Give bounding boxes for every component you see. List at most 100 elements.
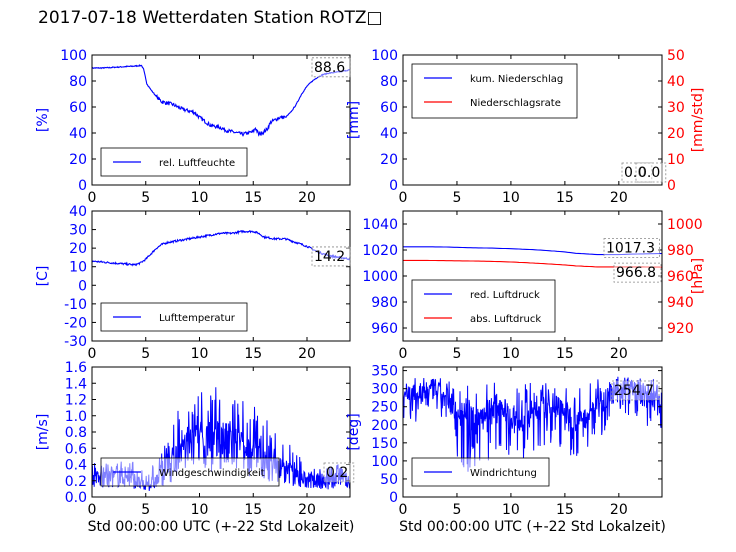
y-tick-right-label: 1000 — [667, 217, 703, 233]
legend-box — [411, 63, 578, 119]
annotation-value: 254.7 — [614, 383, 654, 399]
y-tick-label: 1020 — [362, 243, 398, 259]
y-tick-label: 0.0 — [65, 490, 87, 506]
x-tick-label: 10 — [191, 346, 209, 362]
legend-entry: Lufttemperatur — [159, 313, 236, 324]
chart-title: 2017-07-18 Wetterdaten Station ROTZ□ — [38, 8, 383, 28]
y-tick-label: -10 — [64, 297, 87, 313]
annotation-box — [311, 57, 351, 78]
plot-frame — [402, 366, 663, 498]
y-axis-label: [mm] — [346, 101, 362, 139]
x-tick-label: 5 — [141, 190, 150, 206]
annotation-box — [611, 380, 660, 401]
y-tick-label: 100 — [371, 48, 398, 64]
x-tick-label: 5 — [452, 346, 461, 362]
annotation-box — [323, 462, 355, 483]
y-tick-label: 1000 — [362, 269, 398, 285]
x-tick-label: 5 — [141, 502, 150, 518]
x-tick-label: 10 — [502, 502, 520, 518]
y-tick-label: 60 — [69, 100, 87, 116]
x-tick-label: 10 — [191, 502, 209, 518]
legend-entry: Windrichtung — [470, 468, 537, 479]
y-axis-label: [m/s] — [35, 414, 51, 451]
y-tick-label: 0 — [78, 178, 87, 194]
legend-entry: kum. Niederschlag — [470, 74, 563, 85]
y-tick-label: 20 — [69, 152, 87, 168]
x-tick-label: 5 — [452, 502, 461, 518]
series-line-pressure-0 — [403, 246, 662, 256]
x-tick-label: 20 — [610, 190, 628, 206]
y-tick-right-label: 20 — [667, 126, 685, 142]
plot-frame — [91, 210, 351, 342]
y-tick-label: 350 — [371, 364, 398, 380]
y-tick-label: 1040 — [362, 217, 398, 233]
x-tick-label: 10 — [191, 190, 209, 206]
y-tick-right-label: 920 — [667, 321, 694, 337]
y-tick-label: 100 — [60, 48, 87, 64]
annotation-value: 14.2 — [314, 249, 345, 265]
y-tick-label: 20 — [380, 152, 398, 168]
x-tick-label: 15 — [244, 190, 262, 206]
y-tick-right-label: 10 — [667, 152, 685, 168]
x-tick-label: 15 — [556, 190, 574, 206]
y-tick-label: 300 — [371, 382, 398, 398]
y-tick-label: 980 — [371, 295, 398, 311]
x-tick-label: 5 — [141, 346, 150, 362]
panel-pressure: 0 5 10 15 20 960 980 1000 1020 1040 920 940 960 980 10… — [362, 210, 706, 362]
x-tick-label: 0 — [399, 502, 408, 518]
y-tick-label: 960 — [371, 321, 398, 337]
y-axis-right-label: [mm/std] — [690, 88, 706, 153]
legend-box — [411, 279, 556, 333]
y-tick-label: 0 — [389, 490, 398, 506]
x-tick-label: 0 — [88, 346, 97, 362]
y-tick-label: 40 — [69, 204, 87, 220]
y-tick-right-label: 960 — [667, 269, 694, 285]
x-tick-label: 15 — [244, 346, 262, 362]
annotation-value: 0.0 — [624, 165, 646, 181]
x-tick-label: 15 — [556, 346, 574, 362]
y-tick-label: 40 — [69, 126, 87, 142]
annotation-value: 1017.3 — [606, 241, 655, 257]
y-tick-label: 0 — [78, 278, 87, 294]
y-tick-label: -20 — [64, 315, 87, 331]
y-tick-label: -30 — [64, 334, 87, 350]
y-tick-label: 40 — [380, 126, 398, 142]
y-tick-label: 1.0 — [65, 409, 87, 425]
x-tick-label: 15 — [244, 502, 262, 518]
annotation-box — [603, 238, 660, 258]
y-axis-label: [C] — [35, 266, 51, 287]
y-tick-label: 80 — [69, 74, 87, 90]
y-tick-label: 250 — [371, 400, 398, 416]
y-tick-label: 10 — [69, 260, 87, 276]
y-tick-label: 150 — [371, 436, 398, 452]
x-tick-label: 5 — [452, 190, 461, 206]
x-tick-label: 0 — [88, 190, 97, 206]
y-tick-label: 1.2 — [65, 393, 87, 409]
x-tick-label: 20 — [298, 502, 316, 518]
legend-entry: Windgeschwindigkeit — [159, 468, 265, 479]
x-tick-label: 0 — [88, 502, 97, 518]
annotation-box — [635, 162, 667, 183]
series-line-pressure-1 — [403, 259, 662, 268]
x-tick-label: 20 — [610, 502, 628, 518]
x-axis-label: Std 00:00:00 UTC (+-22 Std Lokalzeit) — [399, 519, 666, 535]
plot-frame — [402, 54, 663, 186]
y-tick-right-label: 940 — [667, 295, 694, 311]
panel-wind_speed: 0 5 10 15 200.00.20.40.60.81.01.21.41.6[m/s]… — [35, 360, 354, 535]
annotation-value: 966.8 — [616, 265, 656, 281]
x-tick-label: 20 — [298, 346, 316, 362]
y-tick-label: 1.6 — [65, 360, 87, 376]
y-tick-right-label: 0 — [667, 178, 676, 194]
y-tick-label: 50 — [380, 472, 398, 488]
x-tick-label: 15 — [556, 502, 574, 518]
annotation-value: 0.2 — [326, 465, 348, 481]
y-tick-right-label: 40 — [667, 74, 685, 90]
y-tick-right-label: 980 — [667, 243, 694, 259]
panel-precipitation: 0 5 10 15 20 0 20 40 60 80 100 0 10 20 30 40 50 [mm] [mm/s… — [346, 48, 706, 206]
x-tick-label: 10 — [502, 346, 520, 362]
legend-entry: abs. Luftdruck — [470, 314, 541, 325]
y-tick-label: 0.2 — [65, 474, 87, 490]
y-tick-right-label: 50 — [667, 48, 685, 64]
